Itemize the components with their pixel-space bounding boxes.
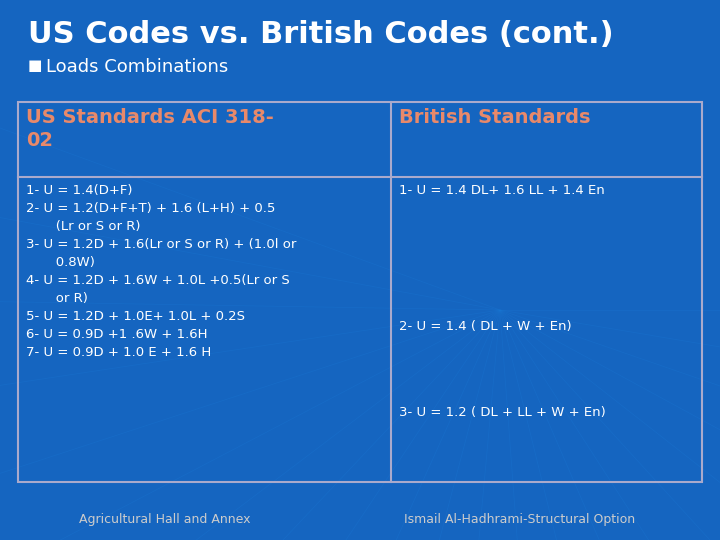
- Text: 2- U = 1.4 ( DL + W + En): 2- U = 1.4 ( DL + W + En): [399, 320, 572, 333]
- Text: ■: ■: [28, 58, 42, 73]
- Text: 1- U = 1.4(D+F)
2- U = 1.2(D+F+T) + 1.6 (L+H) + 0.5
       (Lr or S or R)
3- U =: 1- U = 1.4(D+F) 2- U = 1.2(D+F+T) + 1.6 …: [26, 184, 297, 359]
- Text: US Codes vs. British Codes (cont.): US Codes vs. British Codes (cont.): [28, 20, 613, 49]
- Text: Ismail Al-Hadhrami-Structural Option: Ismail Al-Hadhrami-Structural Option: [405, 514, 636, 526]
- Text: 3- U = 1.2 ( DL + LL + W + En): 3- U = 1.2 ( DL + LL + W + En): [399, 406, 606, 419]
- Text: US Standards ACI 318-
02: US Standards ACI 318- 02: [26, 108, 274, 151]
- Text: Loads Combinations: Loads Combinations: [46, 58, 228, 76]
- Text: Agricultural Hall and Annex: Agricultural Hall and Annex: [79, 514, 251, 526]
- Text: 1- U = 1.4 DL+ 1.6 LL + 1.4 En: 1- U = 1.4 DL+ 1.6 LL + 1.4 En: [399, 184, 605, 197]
- Text: British Standards: British Standards: [399, 108, 590, 127]
- Bar: [18, 102, 702, 482]
